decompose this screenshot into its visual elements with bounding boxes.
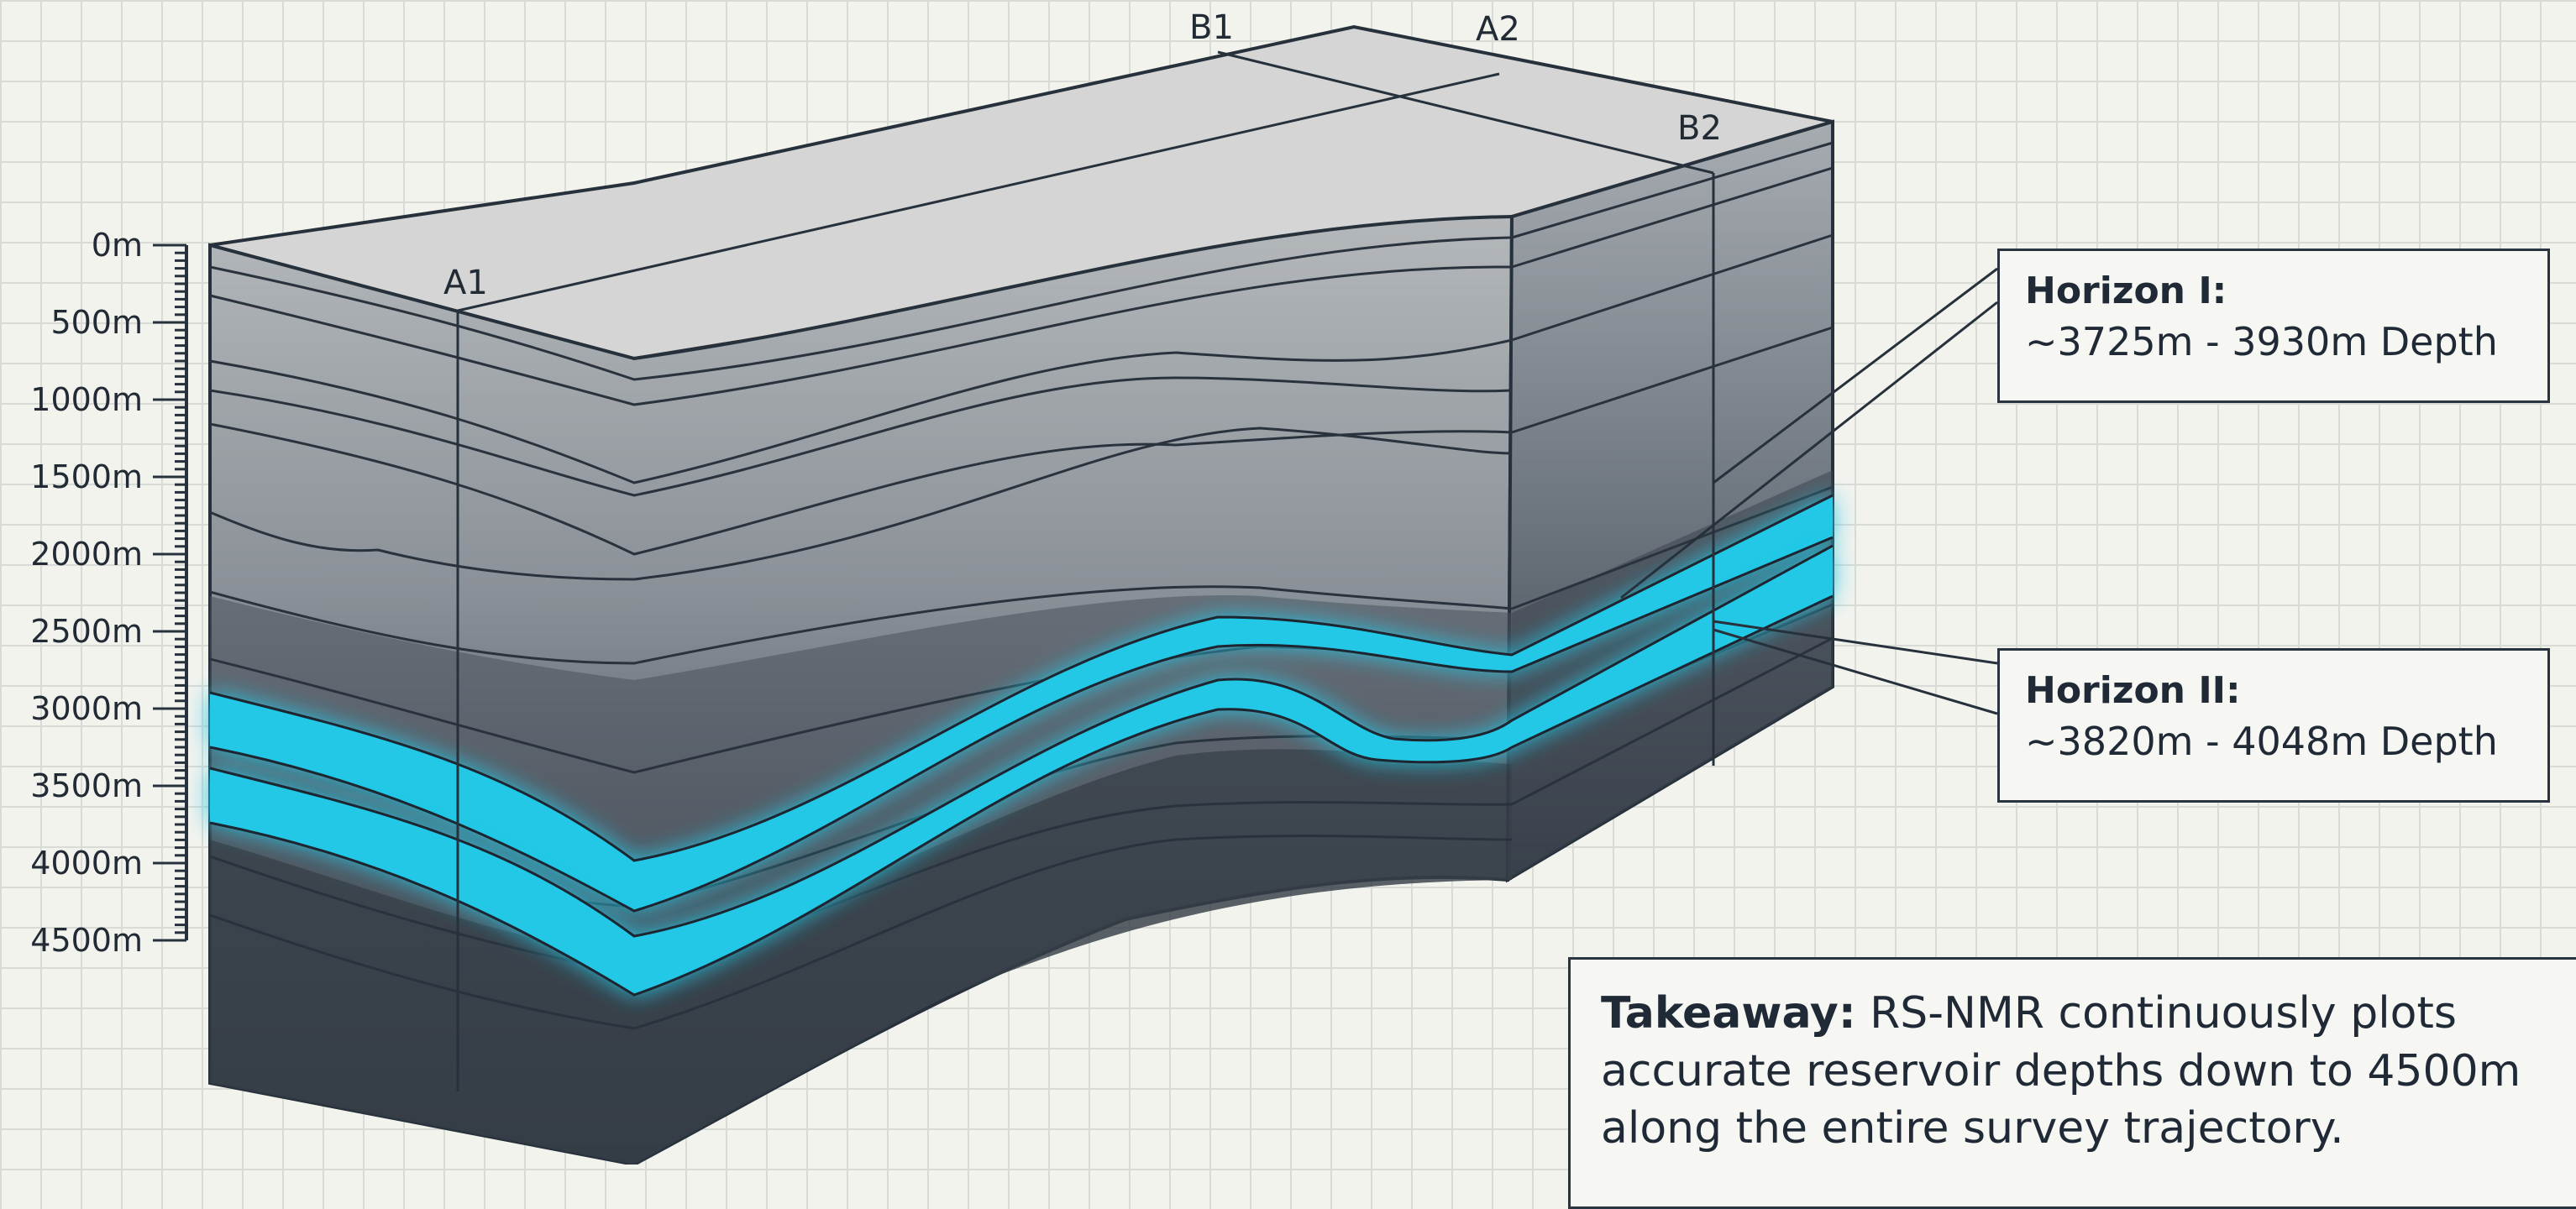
leader-horizon-1-b — [1620, 301, 1998, 599]
takeaway-box: Takeaway: RS-NMR continuously plots accu… — [1568, 957, 2576, 1209]
depth-scale-label: 500m — [50, 304, 143, 341]
strata-lines — [209, 141, 1834, 1030]
horizon-2-depth: ~3820m - 4048m Depth — [2025, 719, 2498, 765]
depth-scale-label: 1500m — [30, 458, 143, 495]
depth-scale-label: 2000m — [30, 536, 143, 573]
depth-scale-label: 2500m — [30, 613, 143, 650]
depth-scale-ticks — [153, 243, 186, 942]
label-b1: B1 — [1189, 8, 1234, 47]
survey-line-b-top — [1217, 50, 1714, 175]
depth-scale-labels: 0m 500m 1000m 1500m 2000m 2500m 3000m 3500m 4000… — [30, 227, 143, 959]
leader-horizon-2-a — [1713, 620, 1998, 665]
takeaway-label: Takeaway: — [1601, 988, 1856, 1039]
horizon-1-band — [210, 495, 1833, 911]
horizon-outlines — [209, 494, 1834, 997]
section-labels: A1 B1 A2 B2 — [443, 8, 1722, 302]
leader-horizon-1-a — [1713, 267, 1998, 484]
horizon-2-title: Horizon II: — [2025, 669, 2241, 712]
depth-scale-label: 1000m — [30, 381, 143, 418]
depth-scale-label: 3000m — [30, 690, 143, 727]
horizon-1-depth: ~3725m - 3930m Depth — [2025, 319, 2498, 365]
leader-horizon-2-b — [1713, 628, 1998, 715]
horizon-2-callout: Horizon II: ~3820m - 4048m Depth — [1997, 648, 2550, 803]
horizon-1-title: Horizon I: — [2025, 270, 2227, 312]
horizon-1-callout: Horizon I: ~3725m - 3930m Depth — [1997, 249, 2550, 403]
label-a1: A1 — [443, 264, 488, 302]
label-a2: A2 — [1476, 10, 1520, 49]
callout-leaders — [1620, 267, 1998, 715]
depth-scale-label: 4000m — [30, 845, 143, 882]
seismic-block-diagram: A1 B1 A2 B2 0m 500m 1000m 1500m 2000m 2500m 30… — [30, 8, 1998, 1165]
horizon-2-band — [210, 546, 1833, 995]
depth-scale-label: 4500m — [30, 922, 143, 959]
survey-line-a1-top — [457, 72, 1500, 312]
depth-scale-label: 3500m — [30, 767, 143, 804]
depth-scale-label: 0m — [92, 227, 143, 264]
survey-lines — [456, 50, 1715, 1091]
depth-scale: 0m 500m 1000m 1500m 2000m 2500m 3000m 3500m 4000… — [30, 227, 188, 959]
label-b2: B2 — [1677, 109, 1722, 148]
takeaway-text: RS-NMR continuously plots accurate reser… — [1601, 988, 2521, 1154]
